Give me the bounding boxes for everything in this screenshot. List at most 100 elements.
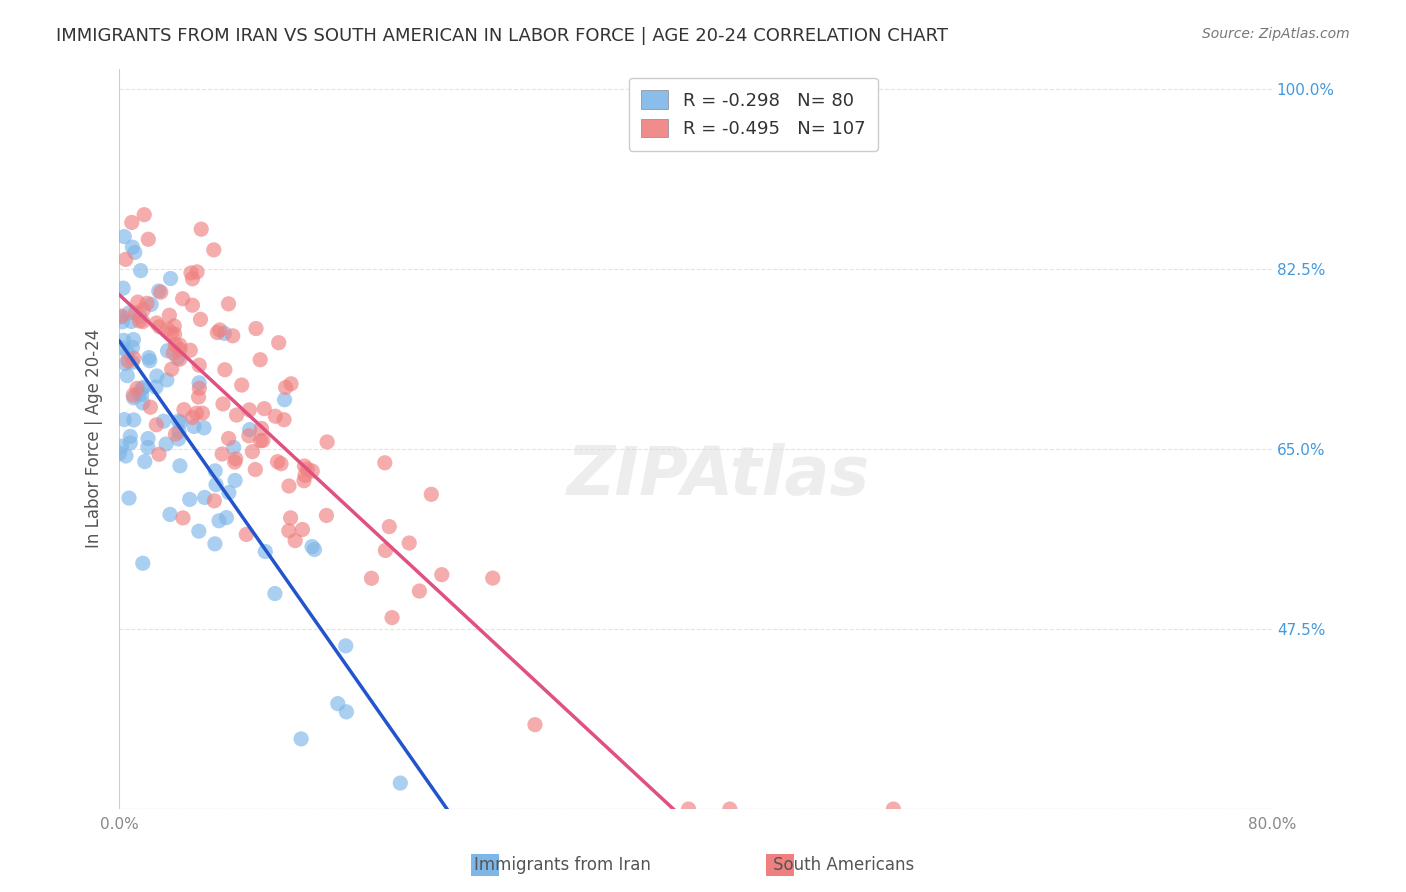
Point	[117, 354, 139, 368]
Text: Immigrants from Iran: Immigrants from Iran	[474, 856, 651, 874]
Point	[115, 449, 138, 463]
Point	[277, 479, 299, 493]
Point	[225, 451, 247, 466]
Point	[218, 485, 240, 500]
Point	[156, 343, 179, 358]
Point	[202, 493, 225, 508]
Point	[389, 776, 412, 790]
Point	[117, 368, 139, 383]
Point	[280, 376, 302, 391]
Point	[159, 508, 181, 522]
Point	[132, 380, 155, 394]
Point	[124, 245, 146, 260]
Point	[136, 232, 159, 246]
Point	[167, 432, 190, 446]
Point	[145, 380, 167, 394]
Point	[481, 571, 503, 585]
Point	[117, 345, 139, 359]
Point	[136, 441, 159, 455]
Point	[304, 542, 326, 557]
Point	[111, 315, 134, 329]
Point	[132, 315, 155, 329]
Point	[222, 441, 245, 455]
Point	[218, 297, 240, 311]
Point	[165, 427, 187, 442]
Point	[315, 508, 337, 523]
Point	[292, 474, 315, 488]
Point	[134, 208, 156, 222]
Point	[165, 338, 187, 352]
Point	[128, 386, 150, 401]
Point	[145, 316, 167, 330]
Point	[124, 306, 146, 320]
Point	[212, 397, 235, 411]
Point	[136, 432, 159, 446]
Point	[159, 271, 181, 285]
Point	[136, 296, 159, 310]
Point	[204, 537, 226, 551]
Point	[138, 353, 160, 368]
Point	[718, 802, 741, 816]
Point	[249, 434, 271, 448]
Point	[190, 312, 212, 326]
Point	[274, 380, 297, 394]
Point	[149, 285, 172, 300]
Point	[120, 314, 142, 328]
Point	[112, 334, 135, 348]
Point	[297, 462, 319, 476]
Point	[215, 510, 238, 524]
Point	[194, 491, 217, 505]
Text: ZIPAtlas: ZIPAtlas	[567, 442, 870, 508]
Point	[252, 434, 274, 448]
Point	[381, 610, 404, 624]
Point	[224, 455, 246, 469]
Point	[214, 326, 236, 341]
Point	[141, 297, 163, 311]
Point	[224, 474, 246, 488]
Text: South Americans: South Americans	[773, 856, 914, 874]
Point	[138, 351, 160, 365]
Point	[120, 429, 142, 443]
Point	[110, 439, 132, 453]
Point	[148, 319, 170, 334]
Point	[157, 308, 180, 322]
Point	[129, 263, 152, 277]
Point	[125, 381, 148, 395]
Point	[183, 419, 205, 434]
Point	[111, 341, 134, 355]
Point	[188, 381, 211, 395]
Point	[316, 434, 339, 449]
Point	[131, 382, 153, 396]
Point	[290, 731, 312, 746]
Point	[121, 355, 143, 369]
Point	[110, 309, 132, 323]
Point	[250, 421, 273, 435]
Point	[208, 323, 231, 337]
Point	[190, 222, 212, 236]
Point	[122, 391, 145, 405]
Point	[181, 298, 204, 312]
Point	[169, 415, 191, 429]
Point	[186, 406, 208, 420]
Point	[169, 352, 191, 367]
Point	[301, 464, 323, 478]
Point	[378, 519, 401, 533]
Point	[225, 408, 247, 422]
Point	[242, 444, 264, 458]
Point	[132, 396, 155, 410]
Point	[254, 544, 277, 558]
Point	[167, 414, 190, 428]
Point	[186, 265, 208, 279]
Point	[273, 413, 295, 427]
Point	[214, 362, 236, 376]
Point	[148, 447, 170, 461]
Point	[179, 492, 201, 507]
Point	[122, 351, 145, 366]
Point	[245, 321, 267, 335]
Point	[156, 322, 179, 336]
Point	[294, 468, 316, 483]
Point	[420, 487, 443, 501]
Point	[139, 400, 162, 414]
Point	[160, 326, 183, 341]
Point	[121, 340, 143, 354]
